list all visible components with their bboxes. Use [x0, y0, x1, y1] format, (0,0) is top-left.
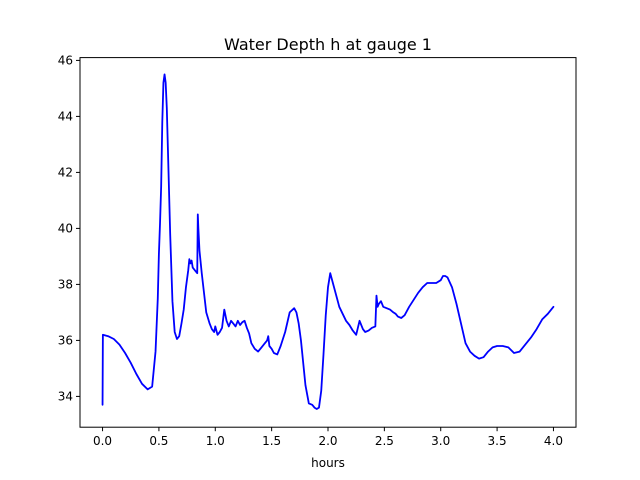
x-tick-label: 1.5	[262, 434, 281, 448]
x-tick-label: 2.0	[318, 434, 337, 448]
x-axis-label: hours	[311, 456, 345, 470]
x-tick-label: 2.5	[375, 434, 394, 448]
x-tick-label: 3.5	[488, 434, 507, 448]
x-tick-label: 1.0	[206, 434, 225, 448]
x-tick-label: 0.0	[93, 434, 112, 448]
series-layer	[101, 73, 555, 410]
y-tick-label: 42	[58, 165, 73, 179]
y-tick-label: 44	[58, 109, 73, 123]
y-tick-label: 38	[58, 277, 73, 291]
x-tick-label: 0.5	[149, 434, 168, 448]
chart-title: Water Depth h at gauge 1	[224, 35, 432, 54]
y-axis: 34 36 38 40 42 44 46	[58, 53, 80, 403]
x-axis: 0.0 0.5 1.0 1.5 2.0 2.5 3.0 3.5 4.0	[93, 427, 563, 448]
plot-area	[79, 57, 577, 428]
x-tick-label: 3.0	[431, 434, 450, 448]
y-tick-label: 46	[58, 53, 73, 67]
y-tick-label: 40	[58, 221, 73, 235]
y-tick-label: 34	[58, 389, 73, 403]
x-tick-label: 4.0	[544, 434, 563, 448]
y-tick-label: 36	[58, 333, 73, 347]
series-line-0	[101, 73, 555, 410]
